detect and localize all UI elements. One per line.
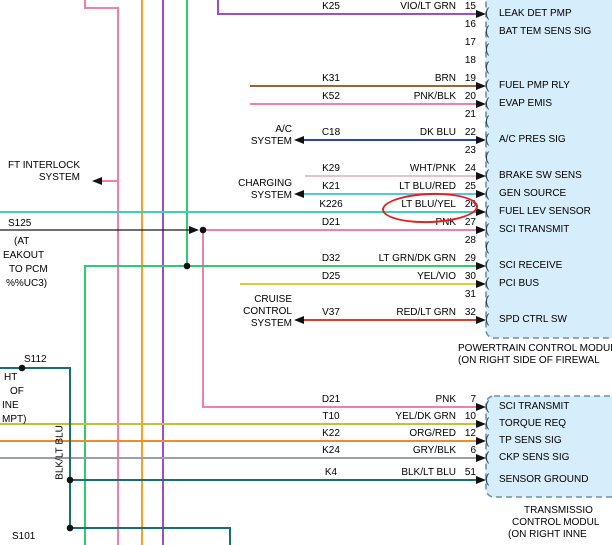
splice-dot [66,476,74,484]
wire-into-connector-arrowhead [476,136,486,144]
wire-s112-blk-lt-blu [0,367,231,545]
tcm-connector-block [485,395,612,498]
splice-dot [183,262,191,270]
wire-into-connector-arrowhead [476,437,486,445]
cruise-control-system-arrow-icon [294,316,304,324]
wire-into-connector-arrowhead [476,420,486,428]
wire-pnk-branch-top [84,0,119,545]
wire-into-connector-arrowhead [476,280,486,288]
pcm-connector-block [485,0,612,339]
wire-into-connector-arrowhead [476,82,486,90]
wire-into-connector-arrowhead [476,476,486,484]
wire-d32-lt-grn-dk-grn [84,265,478,545]
wire-into-connector-arrowhead [476,403,486,411]
wire-into-connector-arrowhead [476,10,486,18]
wire-into-connector-arrowhead [476,172,486,180]
splice-dot [18,364,26,372]
charging-system-arrow-icon [294,190,304,198]
wire-k25-vio-ltgrn [217,0,478,15]
wire-into-connector-arrowhead [476,316,486,324]
wire-into-connector-arrowhead [476,262,486,270]
shift-interlock-system-arrow-icon [92,177,102,185]
wire-d21-pnk [202,229,478,408]
wire-into-connector-arrowhead [476,208,486,216]
ac-system-arrow-icon [294,136,304,144]
wire-into-connector-arrowhead [476,454,486,462]
splice-dot [199,226,207,234]
arrowhead-right-icon [189,226,199,234]
wire-into-connector-arrowhead [476,226,486,234]
wire-into-connector-arrowhead [476,100,486,108]
wire-into-connector-arrowhead [476,190,486,198]
splice-dot [66,524,74,532]
